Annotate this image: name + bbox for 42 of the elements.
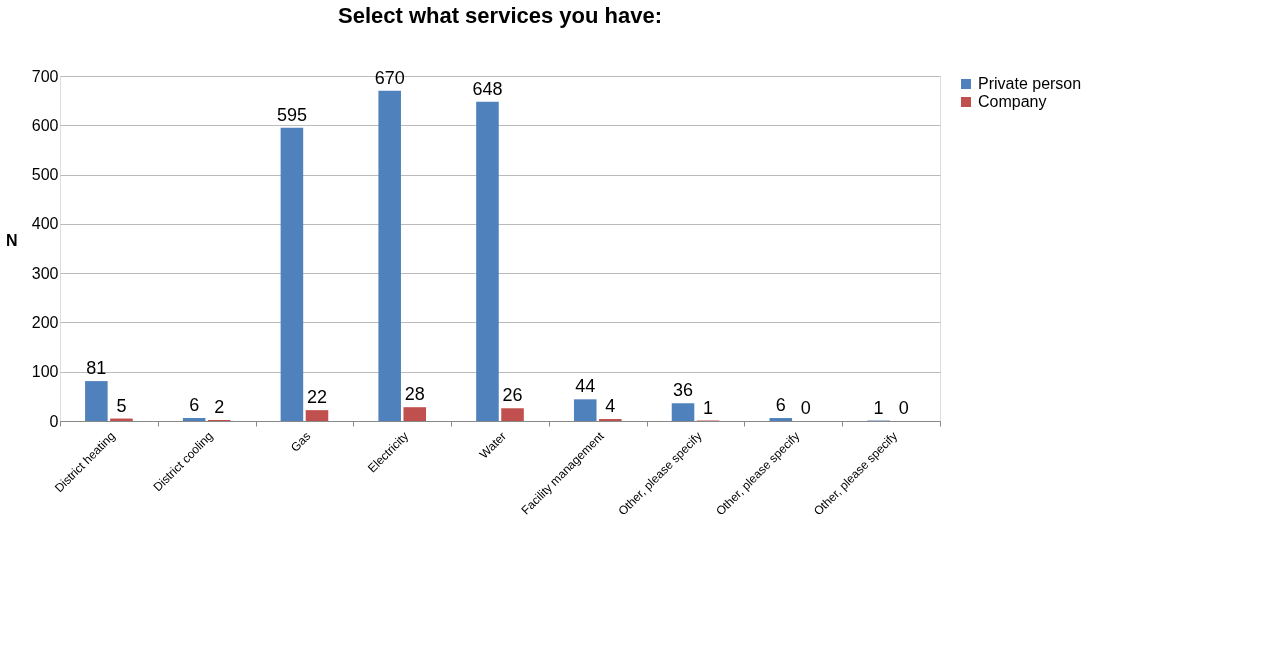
y-tick-label: 200 — [31, 313, 59, 331]
data-label: 26 — [502, 385, 523, 406]
bar — [476, 101, 499, 421]
y-tick-label: 100 — [31, 363, 59, 381]
bar — [305, 410, 329, 421]
bar — [769, 418, 793, 421]
bar — [573, 399, 597, 421]
y-tick-label: 400 — [31, 215, 59, 233]
legend-label: Private person — [978, 75, 1082, 92]
data-label: 22 — [306, 387, 327, 408]
data-label: 0 — [898, 398, 909, 418]
data-label: 5 — [116, 395, 127, 416]
y-tick-label: 300 — [31, 264, 59, 282]
y-tick-label: 600 — [31, 116, 59, 134]
bar — [671, 403, 695, 421]
data-label: 28 — [404, 384, 425, 405]
bar — [85, 381, 108, 421]
x-tick-label: Gas — [287, 429, 314, 455]
data-label: 44 — [575, 376, 596, 397]
data-label: 1 — [873, 397, 884, 418]
data-label: 6 — [189, 395, 200, 416]
data-label: 648 — [472, 78, 503, 99]
legend-label: Company — [978, 93, 1047, 110]
y-axis-title: N — [6, 232, 18, 249]
bar — [182, 418, 206, 421]
y-tick-label: 500 — [31, 166, 59, 184]
bar — [378, 90, 401, 421]
y-tick-label: 0 — [49, 412, 59, 430]
data-label: 0 — [800, 398, 811, 418]
data-label: 595 — [276, 104, 307, 125]
chart-title: Select what services you have: — [337, 3, 663, 28]
bar — [501, 408, 524, 421]
data-label: 1 — [703, 397, 714, 418]
bar — [280, 127, 304, 421]
data-label: 6 — [775, 395, 786, 416]
data-label: 36 — [673, 380, 694, 401]
data-label: 4 — [605, 396, 616, 417]
data-label: 670 — [374, 67, 405, 88]
data-label: 2 — [214, 397, 225, 418]
bar — [403, 407, 427, 421]
y-tick-label: 700 — [31, 67, 59, 85]
data-label: 81 — [86, 358, 107, 379]
